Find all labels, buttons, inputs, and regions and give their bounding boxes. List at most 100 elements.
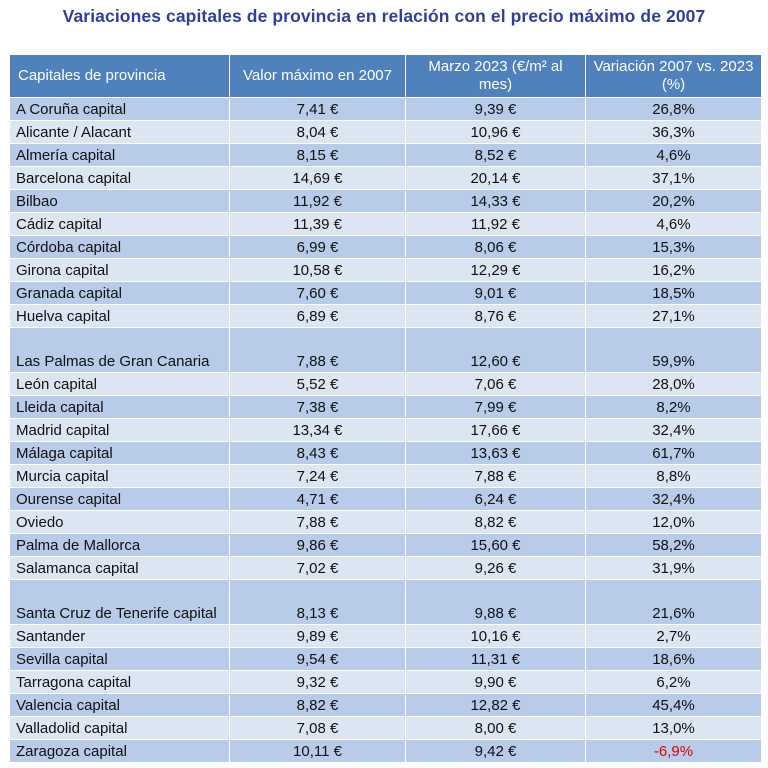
march-2023-cell: 20,14 €: [405, 166, 586, 190]
max-2007-cell: 7,08 €: [229, 716, 406, 740]
table-row: Tarragona capital 9,32 €9,90 €6,2%: [9, 670, 762, 694]
variation-cell: 16,2%: [585, 258, 762, 282]
province-name-cell: Alicante / Alacant: [9, 120, 230, 144]
province-name-cell: Cádiz capital: [9, 212, 230, 236]
variation-cell: 8,2%: [585, 395, 762, 419]
table-row: Girona capital 10,58 €12,29 €16,2%: [9, 258, 762, 282]
march-2023-cell: 10,96 €: [405, 120, 586, 144]
variation-cell: 27,1%: [585, 304, 762, 328]
province-name-cell: Las Palmas de Gran Canaria: [9, 327, 230, 373]
max-2007-cell: 4,71 €: [229, 487, 406, 511]
march-2023-cell: 11,92 €: [405, 212, 586, 236]
header-variation: Variación 2007 vs. 2023 (%): [585, 54, 762, 98]
table-header-row: Capitales de provincia Valor máximo en 2…: [9, 54, 762, 98]
table-row: Barcelona capital 14,69 €20,14 €37,1%: [9, 166, 762, 190]
variation-cell: 20,2%: [585, 189, 762, 213]
march-2023-cell: 12,29 €: [405, 258, 586, 282]
province-name-cell: León capital: [9, 372, 230, 396]
header-max-2007: Valor máximo en 2007: [229, 54, 406, 98]
march-2023-cell: 9,90 €: [405, 670, 586, 694]
max-2007-cell: 8,82 €: [229, 693, 406, 717]
variation-cell: 26,8%: [585, 97, 762, 121]
variation-cell: 6,2%: [585, 670, 762, 694]
max-2007-cell: 8,04 €: [229, 120, 406, 144]
table-row: Salamanca capital 7,02 €9,26 €31,9%: [9, 556, 762, 580]
province-name-cell: Bilbao: [9, 189, 230, 213]
table-row: Ourense capital 4,71 €6,24 €32,4%: [9, 487, 762, 511]
max-2007-cell: 7,24 €: [229, 464, 406, 488]
table-row: Santander 9,89 €10,16 €2,7%: [9, 624, 762, 648]
table-row: Lleida capital 7,38 €7,99 €8,2%: [9, 395, 762, 419]
province-name-cell: A Coruña capital: [9, 97, 230, 121]
march-2023-cell: 9,42 €: [405, 739, 586, 763]
max-2007-cell: 11,92 €: [229, 189, 406, 213]
province-name-cell: Valladolid capital: [9, 716, 230, 740]
province-name-cell: Ourense capital: [9, 487, 230, 511]
max-2007-cell: 7,60 €: [229, 281, 406, 305]
march-2023-cell: 15,60 €: [405, 533, 586, 557]
march-2023-cell: 7,99 €: [405, 395, 586, 419]
table-row: Málaga capital 8,43 €13,63 €61,7%: [9, 441, 762, 465]
table-row: Valencia capital 8,82 €12,82 €45,4%: [9, 693, 762, 717]
table-row: Granada capital 7,60 €9,01 €18,5%: [9, 281, 762, 305]
table-row: Madrid capital 13,34 €17,66 €32,4%: [9, 418, 762, 442]
variation-cell: -6,9%: [585, 739, 762, 763]
march-2023-cell: 8,52 €: [405, 143, 586, 167]
max-2007-cell: 9,32 €: [229, 670, 406, 694]
march-2023-cell: 8,00 €: [405, 716, 586, 740]
province-name-cell: Murcia capital: [9, 464, 230, 488]
province-name-cell: Lleida capital: [9, 395, 230, 419]
variation-cell: 8,8%: [585, 464, 762, 488]
table-row: Cádiz capital 11,39 €11,92 €4,6%: [9, 212, 762, 236]
max-2007-cell: 9,54 €: [229, 647, 406, 671]
max-2007-cell: 7,41 €: [229, 97, 406, 121]
province-name-cell: Santander: [9, 624, 230, 648]
variation-cell: 4,6%: [585, 212, 762, 236]
province-name-cell: Valencia capital: [9, 693, 230, 717]
variation-cell: 18,6%: [585, 647, 762, 671]
march-2023-cell: 10,16 €: [405, 624, 586, 648]
province-name-cell: Barcelona capital: [9, 166, 230, 190]
variation-cell: 18,5%: [585, 281, 762, 305]
march-2023-cell: 9,39 €: [405, 97, 586, 121]
march-2023-cell: 11,31 €: [405, 647, 586, 671]
variation-cell: 37,1%: [585, 166, 762, 190]
province-name-cell: Málaga capital: [9, 441, 230, 465]
page-title: Variaciones capitales de provincia en re…: [62, 6, 706, 26]
header-province-capitals: Capitales de provincia: [9, 54, 230, 98]
province-name-cell: Santa Cruz de Tenerife capital: [9, 579, 230, 625]
price-variation-table: Capitales de provincia Valor máximo en 2…: [9, 54, 762, 763]
variation-cell: 13,0%: [585, 716, 762, 740]
march-2023-cell: 9,26 €: [405, 556, 586, 580]
variation-cell: 2,7%: [585, 624, 762, 648]
march-2023-cell: 6,24 €: [405, 487, 586, 511]
max-2007-cell: 14,69 €: [229, 166, 406, 190]
table-row: Oviedo 7,88 €8,82 €12,0%: [9, 510, 762, 534]
march-2023-cell: 8,76 €: [405, 304, 586, 328]
march-2023-cell: 12,60 €: [405, 327, 586, 373]
march-2023-cell: 7,88 €: [405, 464, 586, 488]
province-name-cell: Almería capital: [9, 143, 230, 167]
max-2007-cell: 7,88 €: [229, 327, 406, 373]
max-2007-cell: 5,52 €: [229, 372, 406, 396]
march-2023-cell: 12,82 €: [405, 693, 586, 717]
table-row: Bilbao 11,92 €14,33 €20,2%: [9, 189, 762, 213]
variation-cell: 61,7%: [585, 441, 762, 465]
province-name-cell: Sevilla capital: [9, 647, 230, 671]
max-2007-cell: 8,43 €: [229, 441, 406, 465]
province-name-cell: Girona capital: [9, 258, 230, 282]
max-2007-cell: 7,88 €: [229, 510, 406, 534]
variation-cell: 12,0%: [585, 510, 762, 534]
variation-cell: 21,6%: [585, 579, 762, 625]
variation-cell: 45,4%: [585, 693, 762, 717]
table-row: Santa Cruz de Tenerife capital 8,13 €9,88…: [9, 579, 762, 625]
max-2007-cell: 7,02 €: [229, 556, 406, 580]
variation-cell: 36,3%: [585, 120, 762, 144]
max-2007-cell: 6,89 €: [229, 304, 406, 328]
table-row: Huelva capital 6,89 €8,76 €27,1%: [9, 304, 762, 328]
variation-cell: 4,6%: [585, 143, 762, 167]
march-2023-cell: 9,01 €: [405, 281, 586, 305]
max-2007-cell: 9,86 €: [229, 533, 406, 557]
table-row: Valladolid capital 7,08 €8,00 €13,0%: [9, 716, 762, 740]
max-2007-cell: 8,13 €: [229, 579, 406, 625]
